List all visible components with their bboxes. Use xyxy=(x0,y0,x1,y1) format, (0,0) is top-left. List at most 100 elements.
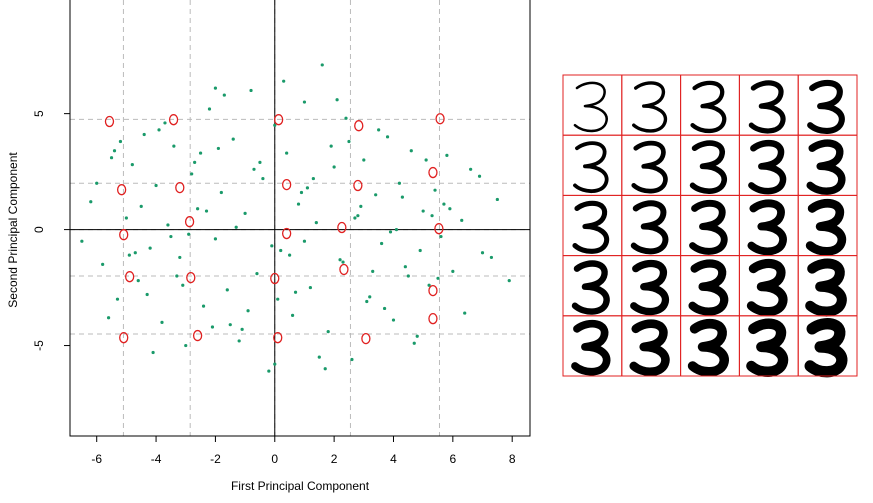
point xyxy=(314,221,318,225)
point xyxy=(382,306,387,311)
point xyxy=(139,204,143,209)
point xyxy=(151,350,155,355)
x-tick-label: 0 xyxy=(271,452,278,466)
point xyxy=(391,318,396,322)
point xyxy=(371,269,375,273)
point xyxy=(430,214,434,218)
point xyxy=(163,121,167,125)
point xyxy=(415,334,419,338)
y-tick-label: 0 xyxy=(32,226,46,233)
point xyxy=(436,276,440,280)
point xyxy=(448,207,452,211)
digit-image xyxy=(809,202,843,252)
point xyxy=(222,93,226,97)
digit-image xyxy=(574,142,608,192)
point xyxy=(374,193,378,197)
point xyxy=(311,176,315,181)
x-tick-label: 2 xyxy=(331,452,338,466)
point xyxy=(282,79,286,83)
point xyxy=(178,255,182,260)
point xyxy=(101,262,105,266)
point xyxy=(338,258,342,262)
point xyxy=(335,98,339,102)
point xyxy=(445,153,449,157)
point xyxy=(273,123,277,127)
point xyxy=(166,223,170,227)
point xyxy=(400,195,404,199)
point xyxy=(288,253,292,257)
point xyxy=(427,283,431,287)
point xyxy=(106,316,111,320)
highlight-point xyxy=(339,263,349,276)
point xyxy=(299,190,304,195)
point xyxy=(193,160,197,164)
point xyxy=(403,265,407,269)
point xyxy=(293,290,298,294)
point xyxy=(127,253,131,257)
digit-image xyxy=(692,142,725,192)
point xyxy=(495,197,499,202)
y-tick-label: 5 xyxy=(32,110,46,117)
point xyxy=(424,158,428,162)
digit-image xyxy=(633,323,666,373)
highlight-point xyxy=(273,332,283,344)
point xyxy=(507,279,511,283)
point xyxy=(160,320,164,324)
point xyxy=(231,137,235,141)
highlight-point xyxy=(119,229,129,241)
point xyxy=(362,158,366,162)
point xyxy=(469,167,473,171)
x-tick-label: 6 xyxy=(449,452,456,466)
point xyxy=(133,251,137,255)
point xyxy=(216,146,220,151)
point xyxy=(308,285,312,290)
digit-image xyxy=(750,142,784,192)
point xyxy=(296,202,301,206)
digit-image xyxy=(574,202,608,252)
point xyxy=(377,128,381,132)
highlight-point xyxy=(361,332,371,345)
point xyxy=(184,343,188,348)
point xyxy=(145,292,149,297)
y-tick-label: -5 xyxy=(32,340,46,351)
point xyxy=(285,151,289,155)
point xyxy=(118,139,123,144)
point xyxy=(451,269,455,273)
plot-frame xyxy=(69,0,531,437)
point xyxy=(228,323,232,327)
point xyxy=(347,139,351,144)
digit-image xyxy=(574,323,608,373)
point xyxy=(332,165,336,169)
point xyxy=(246,309,250,313)
point xyxy=(234,225,238,229)
digit-image xyxy=(633,202,666,252)
point xyxy=(249,88,253,93)
point xyxy=(317,355,321,359)
highlight-point xyxy=(116,184,127,196)
point xyxy=(255,272,259,276)
digit-image xyxy=(692,323,725,373)
point xyxy=(344,116,348,120)
point xyxy=(302,239,307,243)
highlight-point xyxy=(270,272,280,285)
highlight-point xyxy=(354,120,364,132)
point xyxy=(172,144,176,148)
point xyxy=(109,156,114,160)
point xyxy=(480,251,485,255)
point xyxy=(252,167,256,171)
point xyxy=(89,200,93,204)
point xyxy=(169,234,173,239)
point xyxy=(356,214,360,218)
point xyxy=(136,279,140,283)
highlight-point xyxy=(353,179,363,192)
point xyxy=(477,174,482,178)
point xyxy=(305,186,310,190)
point xyxy=(213,237,218,241)
digit-image xyxy=(750,202,784,252)
point xyxy=(237,339,241,343)
point xyxy=(276,297,280,301)
point xyxy=(394,227,399,232)
point xyxy=(157,128,161,132)
highlight-point xyxy=(434,223,444,235)
